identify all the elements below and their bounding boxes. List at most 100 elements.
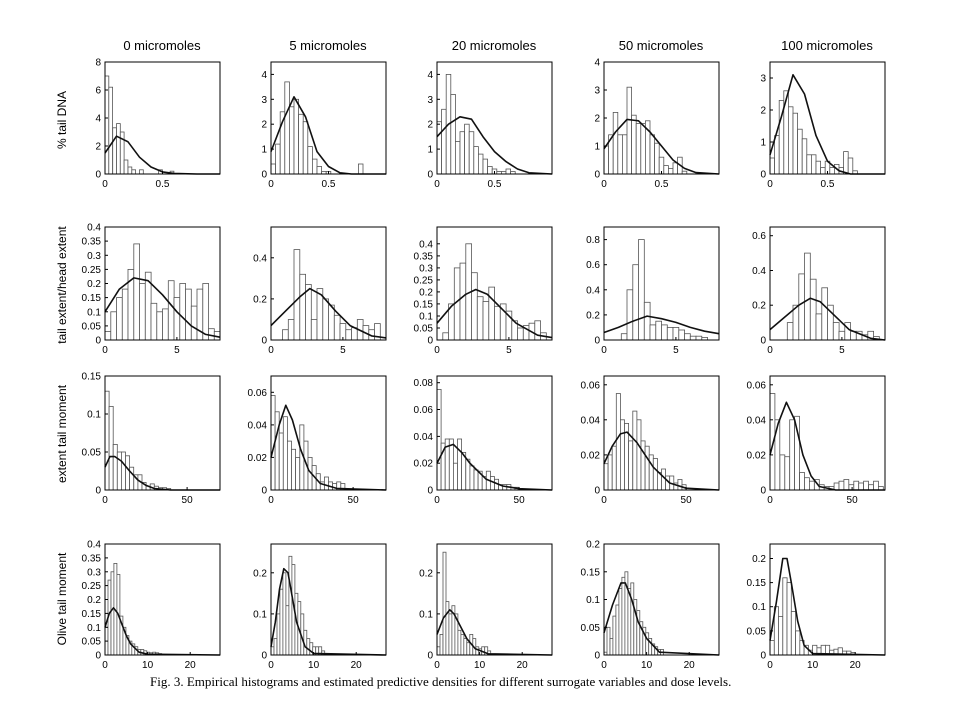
histogram-bar <box>811 154 817 175</box>
histogram-bar <box>632 264 639 341</box>
y-tick-label: 0.05 <box>747 626 767 637</box>
y-tick-label: 0 <box>594 651 600 662</box>
histogram-bar <box>863 480 869 491</box>
axes-frame <box>436 226 553 341</box>
y-tick-label: 3 <box>760 74 766 85</box>
histogram-bar <box>621 576 626 656</box>
density-curve <box>769 401 885 491</box>
y-tick-label: 4 <box>427 70 433 81</box>
y-tick-label: 0.2 <box>752 301 766 312</box>
bars-r0-c4 <box>769 90 858 175</box>
histogram-bar <box>482 158 488 175</box>
x-tick-label: 0.5 <box>322 179 336 190</box>
histogram-bar <box>104 75 110 175</box>
histogram-bar <box>104 331 112 341</box>
y-tick-label: 0.04 <box>414 432 434 443</box>
x-tick-label: 0 <box>767 179 773 190</box>
y-tick-label: 0.1 <box>87 623 101 634</box>
y-tick-label: 0.3 <box>419 263 433 274</box>
y-tick-label: 0.08 <box>414 378 434 389</box>
histogram-bar <box>452 462 458 491</box>
y-tick-label: 0.4 <box>752 266 766 277</box>
y-tick-label: 0 <box>594 486 600 497</box>
histogram-bar <box>454 141 461 175</box>
column-title-1: 5 micromoles <box>289 38 367 53</box>
bars-r2-c4 <box>769 393 884 491</box>
histogram-bar <box>131 169 137 175</box>
histogram-bar <box>468 131 475 175</box>
row-label-3: Olive tail moment <box>55 552 69 645</box>
y-tick-label: 0.15 <box>581 567 601 578</box>
histogram-bar <box>820 167 826 175</box>
x-tick-label: 0 <box>601 179 607 190</box>
histogram-bar <box>636 419 642 491</box>
histogram-bar <box>279 588 284 656</box>
x-tick-label: 0 <box>102 179 108 190</box>
histogram-bar <box>788 106 794 175</box>
histogram-bar <box>282 572 287 656</box>
y-tick-label: 0.1 <box>586 595 600 606</box>
histogram-bar <box>274 411 280 491</box>
column-title-2: 20 micromoles <box>452 38 537 53</box>
histogram-bar <box>108 405 114 491</box>
histogram-bar <box>448 613 453 656</box>
axes-frame <box>603 375 720 491</box>
x-tick-label: 0.5 <box>821 179 835 190</box>
x-tick-label: 0 <box>102 495 108 506</box>
histogram-bar <box>843 479 850 491</box>
y-tick-label: 0 <box>95 486 101 497</box>
bars-r3-c0 <box>104 563 163 656</box>
histogram-bar <box>806 154 812 175</box>
y-tick-label: 4 <box>95 114 101 125</box>
panel-r2-c4: 0 0.02 0.04 0.06 0 50 <box>747 375 886 506</box>
y-tick-label: 0 <box>427 486 433 497</box>
histogram-bar <box>786 322 794 341</box>
histogram-bar <box>282 329 289 341</box>
histogram-bar <box>333 314 341 341</box>
density-curve <box>436 288 553 339</box>
y-tick-label: 0.05 <box>82 637 102 648</box>
panel-r1-c4: 0 0.2 0.4 0.6 0 5 <box>752 226 886 356</box>
x-tick-label: 0.5 <box>156 179 170 190</box>
x-tick-label: 20 <box>850 660 862 671</box>
histogram-bar <box>632 410 638 491</box>
y-tick-label: 0.2 <box>752 554 766 565</box>
histogram-bar <box>270 163 276 175</box>
density-curve <box>270 287 387 339</box>
bars-r1-c2 <box>442 243 547 341</box>
y-tick-label: 0.15 <box>747 578 767 589</box>
histogram-bar <box>833 482 840 491</box>
axes-frame <box>270 375 387 491</box>
bars-r1-c4 <box>786 252 880 341</box>
histogram-bar <box>779 454 786 491</box>
histogram-bar <box>620 419 625 491</box>
axes-frame <box>603 226 720 341</box>
histogram-bar <box>436 121 442 175</box>
x-tick-label: 0 <box>268 179 274 190</box>
y-tick-label: 2 <box>760 106 766 117</box>
bars-r3-c1 <box>270 555 326 656</box>
y-tick-label: 0.2 <box>87 595 101 606</box>
histogram-bar <box>112 127 117 175</box>
histogram-bar <box>618 588 623 656</box>
histogram-bar <box>116 451 122 491</box>
histogram-bar <box>534 320 541 341</box>
histogram-bar <box>310 319 318 341</box>
y-tick-label: 1 <box>594 142 600 153</box>
x-tick-label: 0 <box>601 660 607 671</box>
histogram-bar <box>473 146 479 175</box>
bars-r1-c3 <box>620 239 708 341</box>
histogram-bar <box>110 311 118 341</box>
histogram-bar <box>448 438 454 491</box>
histogram-bar <box>463 638 468 656</box>
histogram-bar <box>202 283 210 341</box>
x-tick-label: 0 <box>434 345 440 356</box>
x-tick-label: 50 <box>847 495 859 506</box>
histogram-bar <box>648 454 654 491</box>
histogram-bar <box>695 335 703 341</box>
histogram-bar <box>847 157 854 175</box>
histogram-bar <box>465 458 471 491</box>
histogram-bar <box>302 121 309 175</box>
histogram-bar <box>611 445 617 491</box>
